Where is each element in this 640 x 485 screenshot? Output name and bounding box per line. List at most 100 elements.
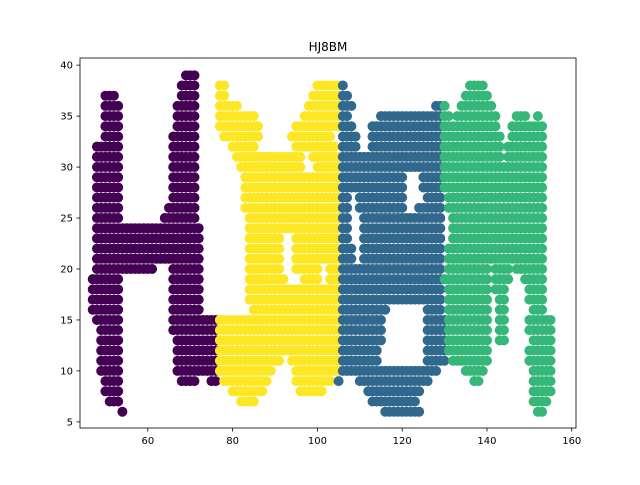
scatter-point: [520, 111, 531, 122]
scatter-point: [113, 213, 124, 224]
scatter-point: [537, 284, 548, 295]
scatter-point: [346, 121, 357, 132]
scatter-point: [193, 274, 204, 285]
y-tick-label: 15: [60, 315, 73, 326]
scatter-point: [503, 263, 514, 274]
scatter-point: [113, 151, 124, 162]
scatter-point: [481, 90, 492, 101]
scatter-point: [189, 182, 200, 193]
scatter-point: [397, 192, 408, 203]
scatter-point: [113, 396, 124, 407]
scatter-point: [248, 396, 259, 407]
x-tick-label: 160: [562, 436, 581, 447]
scatter-point: [117, 406, 128, 417]
scatter-point: [435, 294, 446, 305]
scatter-point: [481, 304, 492, 315]
scatter-point: [193, 223, 204, 234]
scatter-point: [193, 233, 204, 244]
scatter-point: [481, 263, 492, 274]
scatter-point: [537, 223, 548, 234]
x-axis: 60 80 100 120 140 160: [141, 428, 581, 447]
scatter-point: [537, 304, 548, 315]
scatter-point: [253, 121, 264, 132]
scatter-point: [113, 131, 124, 142]
scatter-point: [113, 386, 124, 397]
series-m: [439, 80, 556, 417]
scatter-point: [435, 223, 446, 234]
scatter-point: [295, 151, 306, 162]
scatter-point: [193, 304, 204, 315]
scatter-point: [189, 376, 200, 387]
scatter-point: [532, 111, 543, 122]
y-tick-label: 20: [60, 264, 73, 275]
scatter-point: [481, 325, 492, 336]
scatter-point: [422, 376, 433, 387]
scatter-point: [537, 182, 548, 193]
y-tick-label: 30: [60, 163, 73, 174]
scatter-point: [545, 376, 556, 387]
scatter-point: [477, 80, 488, 91]
y-tick-label: 25: [60, 214, 73, 225]
scatter-point: [342, 90, 353, 101]
scatter-point: [189, 192, 200, 203]
scatter-point: [498, 314, 509, 325]
scatter-point: [274, 355, 285, 366]
scatter-point: [113, 172, 124, 183]
scatter-point: [481, 314, 492, 325]
scatter-point: [342, 192, 353, 203]
scatter-point: [537, 172, 548, 183]
scatter-point: [113, 365, 124, 376]
scatter-point: [193, 263, 204, 274]
scatter-point: [375, 335, 386, 346]
scatter-point: [189, 172, 200, 183]
scatter-point: [409, 396, 420, 407]
scatter-points: [87, 70, 556, 417]
scatter-point: [545, 335, 556, 346]
scatter-point: [189, 111, 200, 122]
x-tick-label: 80: [226, 436, 239, 447]
scatter-point: [545, 314, 556, 325]
scatter-point: [189, 151, 200, 162]
scatter-point: [494, 141, 505, 152]
scatter-point: [312, 263, 323, 274]
scatter-point: [113, 111, 124, 122]
scatter-point: [346, 100, 357, 111]
scatter-point: [189, 141, 200, 152]
scatter-point: [274, 263, 285, 274]
scatter-point: [193, 243, 204, 254]
scatter-point: [481, 294, 492, 305]
series-j: [214, 80, 344, 407]
scatter-point: [337, 80, 348, 91]
scatter-point: [375, 325, 386, 336]
scatter-point: [435, 233, 446, 244]
scatter-point: [189, 70, 200, 81]
scatter-point: [435, 213, 446, 224]
scatter-point: [113, 162, 124, 173]
scatter-point: [274, 243, 285, 254]
scatter-point: [397, 172, 408, 183]
scatter-point: [342, 213, 353, 224]
scatter-point: [312, 274, 323, 285]
scatter-point: [481, 345, 492, 356]
scatter-point: [113, 345, 124, 356]
scatter-point: [113, 192, 124, 203]
scatter-point: [108, 90, 119, 101]
scatter-point: [537, 274, 548, 285]
scatter-point: [295, 162, 306, 173]
scatter-point: [435, 243, 446, 254]
scatter-point: [537, 406, 548, 417]
scatter-point: [537, 131, 548, 142]
scatter-point: [498, 294, 509, 305]
scatter-point: [545, 345, 556, 356]
scatter-point: [113, 182, 124, 193]
scatter-point: [189, 80, 200, 91]
scatter-point: [278, 274, 289, 285]
scatter-point: [537, 294, 548, 305]
scatter-point: [435, 202, 446, 213]
scatter-point: [481, 355, 492, 366]
scatter-point: [342, 233, 353, 244]
scatter-point: [494, 131, 505, 142]
scatter-point: [193, 294, 204, 305]
